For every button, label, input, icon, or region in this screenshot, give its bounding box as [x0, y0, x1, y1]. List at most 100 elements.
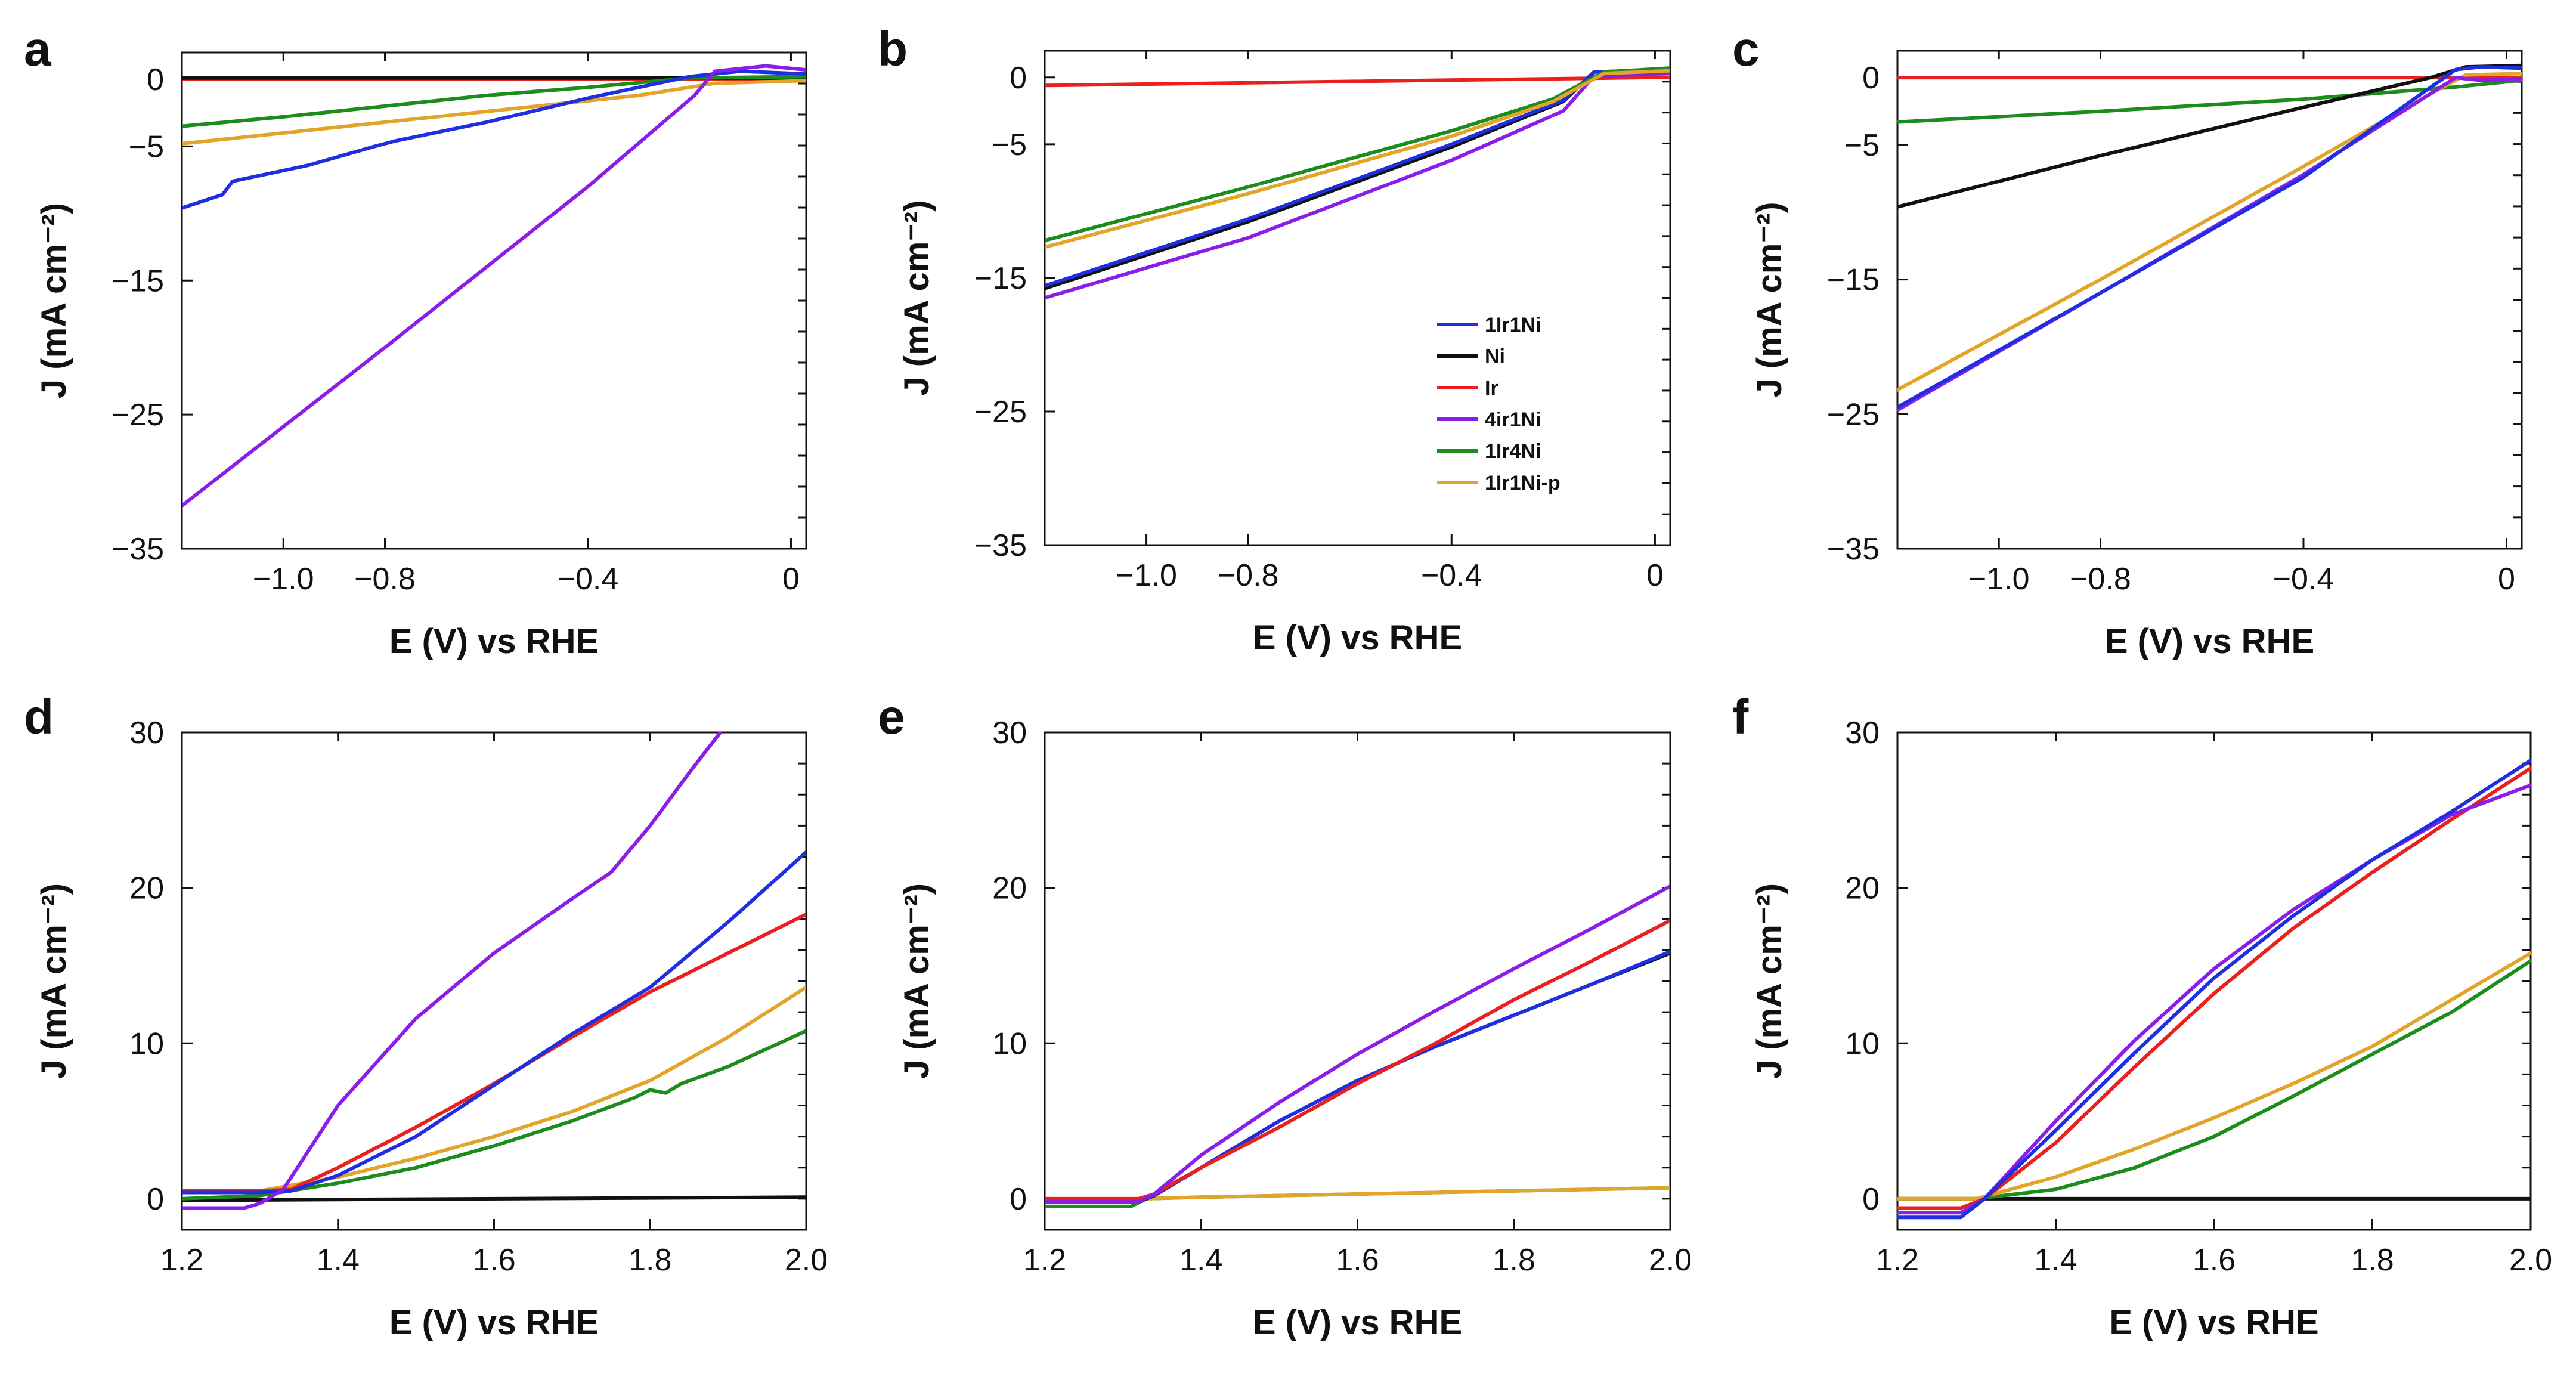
x-tick-label: −0.4 — [558, 562, 619, 596]
x-tick-label: 1.2 — [160, 1243, 203, 1278]
legend-label: 4ir1Ni — [1485, 409, 1541, 431]
series-4ir1ni — [1045, 884, 1670, 1204]
y-axis-title: J (mA cm⁻²) — [1750, 202, 1789, 397]
x-tick-label: −0.8 — [354, 562, 416, 596]
legend-label: Ir — [1485, 377, 1498, 400]
panel-label: c — [1732, 22, 1760, 76]
x-tick-label: 1.4 — [2034, 1243, 2077, 1278]
panel-label: a — [24, 22, 52, 76]
x-axis-title: E (V) vs RHE — [2109, 1303, 2318, 1342]
panel-a: −1.0 −0.8 −0.4 0 −35 −25 −15 −5 0 E (V) vs RHE J (… — [24, 22, 807, 661]
panel-label: b — [878, 22, 908, 76]
y-tick-label: 30 — [1845, 716, 1880, 750]
plot-frame — [1896, 50, 2523, 550]
y-tick-label: 10 — [129, 1026, 164, 1061]
series-1ir4ni — [1897, 959, 2531, 1201]
series-1ir1ni — [182, 69, 806, 210]
y-axis-title: J (mA cm⁻²) — [35, 203, 73, 398]
x-axis-title: E (V) vs RHE — [1253, 1303, 1462, 1342]
series-ir — [1045, 918, 1670, 1201]
x-tick-label: 1.2 — [1876, 1243, 1919, 1278]
y-tick-label: −15 — [112, 264, 164, 298]
series-4ir1ni — [182, 732, 722, 1210]
series-group — [182, 732, 806, 1210]
x-tick-label: 0 — [782, 562, 800, 596]
y-tick-label: 0 — [147, 63, 164, 97]
y-tick-label: −35 — [112, 532, 164, 567]
y-tick-label: 0 — [1862, 1182, 1880, 1217]
y-axis-title: J (mA cm⁻²) — [1750, 883, 1789, 1079]
x-tick-label: −1.0 — [1116, 558, 1177, 593]
y-tick-label: 20 — [129, 871, 164, 906]
y-tick-label: −25 — [974, 395, 1027, 429]
y-axis-title: J (mA cm⁻²) — [35, 883, 73, 1079]
series-ir — [1897, 766, 2531, 1210]
series-4ir1ni — [1897, 783, 2531, 1215]
x-axis-title: E (V) vs RHE — [389, 622, 599, 661]
y-tick-label: −5 — [1844, 128, 1880, 163]
y-tick-label: 10 — [992, 1026, 1027, 1061]
x-tick-label: 1.2 — [1023, 1243, 1066, 1278]
plot-frame — [1044, 731, 1671, 1231]
y-axis-title: J (mA cm⁻²) — [897, 883, 936, 1079]
y-tick-label: 0 — [147, 1182, 164, 1217]
x-tick-label: −0.8 — [1218, 558, 1279, 593]
x-tick-label: 1.8 — [1493, 1243, 1535, 1278]
plot-frame — [181, 731, 807, 1231]
series-1ir1ni-p — [1897, 951, 2531, 1201]
y-tick-label: 20 — [992, 871, 1027, 906]
x-tick-label: −0.4 — [2273, 562, 2334, 596]
legend: 1Ir1Ni Ni Ir 4ir1Ni 1Ir4Ni 1Ir1Ni-p — [1437, 314, 1561, 494]
x-axis-title: E (V) vs RHE — [1253, 618, 1462, 657]
x-tick-label: −1.0 — [1968, 562, 2030, 596]
x-tick-label: 2.0 — [1649, 1243, 1692, 1278]
series-group — [1897, 63, 2522, 412]
series-1ir1ni-p — [1045, 69, 1670, 249]
series-1ir1ni — [1897, 758, 2531, 1220]
series-1ir1ni — [1897, 65, 2522, 409]
legend-label: 1Ir1Ni-p — [1485, 472, 1561, 494]
legend-label: 1Ir4Ni — [1485, 440, 1541, 463]
y-tick-label: 20 — [1845, 871, 1880, 906]
series-ni — [182, 1195, 806, 1202]
series-1ir1ni — [1045, 67, 1670, 288]
y-tick-label: −35 — [974, 528, 1027, 563]
x-tick-label: 1.4 — [1179, 1243, 1222, 1278]
x-tick-label: 2.0 — [2509, 1243, 2552, 1278]
series-1ir1ni-p — [182, 79, 806, 146]
series-group — [1897, 758, 2531, 1220]
x-tick-label: 1.6 — [1336, 1243, 1379, 1278]
x-tick-label: 0 — [1646, 558, 1664, 593]
series-group — [1045, 66, 1670, 300]
panel-label: d — [24, 690, 54, 744]
panel-c: −1.0 −0.8 −0.4 0 −35 −25 −15 −5 0 E (V) vs RHE J (… — [1732, 22, 2523, 661]
x-tick-label: 1.6 — [472, 1243, 515, 1278]
y-tick-label: 0 — [1010, 61, 1027, 95]
plot-frame — [1044, 50, 1671, 546]
x-tick-label: −0.8 — [2070, 562, 2131, 596]
series-ir — [182, 912, 806, 1193]
panel-b: −1.0 −0.8 −0.4 0 −35 −25 −15 −5 0 E (V) vs RHE J (… — [878, 22, 1671, 657]
y-tick-label: −25 — [112, 398, 164, 432]
panel-d: 1.2 1.4 1.6 1.8 2.0 0 10 20 30 E (V) vs RHE J (mA … — [24, 690, 828, 1342]
x-tick-label: 1.6 — [2193, 1243, 2236, 1278]
y-tick-label: 0 — [1862, 61, 1880, 95]
y-tick-label: 30 — [129, 716, 164, 750]
y-tick-label: −5 — [129, 129, 164, 164]
x-tick-label: −0.4 — [1421, 558, 1482, 593]
y-tick-label: −35 — [1827, 532, 1880, 567]
y-tick-label: 30 — [992, 716, 1027, 750]
y-tick-label: −25 — [1827, 397, 1880, 432]
y-axis-title: J (mA cm⁻²) — [897, 200, 936, 395]
panel-f: 1.2 1.4 1.6 1.8 2.0 0 10 20 30 E (V) vs RHE J (mA … — [1732, 690, 2552, 1342]
y-tick-label: −15 — [974, 261, 1027, 296]
series-group — [182, 64, 806, 508]
x-tick-label: 1.4 — [317, 1243, 360, 1278]
y-tick-label: 10 — [1845, 1026, 1880, 1061]
x-tick-label: 0 — [2498, 562, 2515, 596]
x-tick-label: 1.8 — [628, 1243, 671, 1278]
series-group — [1045, 884, 1670, 1208]
plot-frame — [1896, 731, 2532, 1231]
series-4ir1ni — [1045, 72, 1670, 300]
